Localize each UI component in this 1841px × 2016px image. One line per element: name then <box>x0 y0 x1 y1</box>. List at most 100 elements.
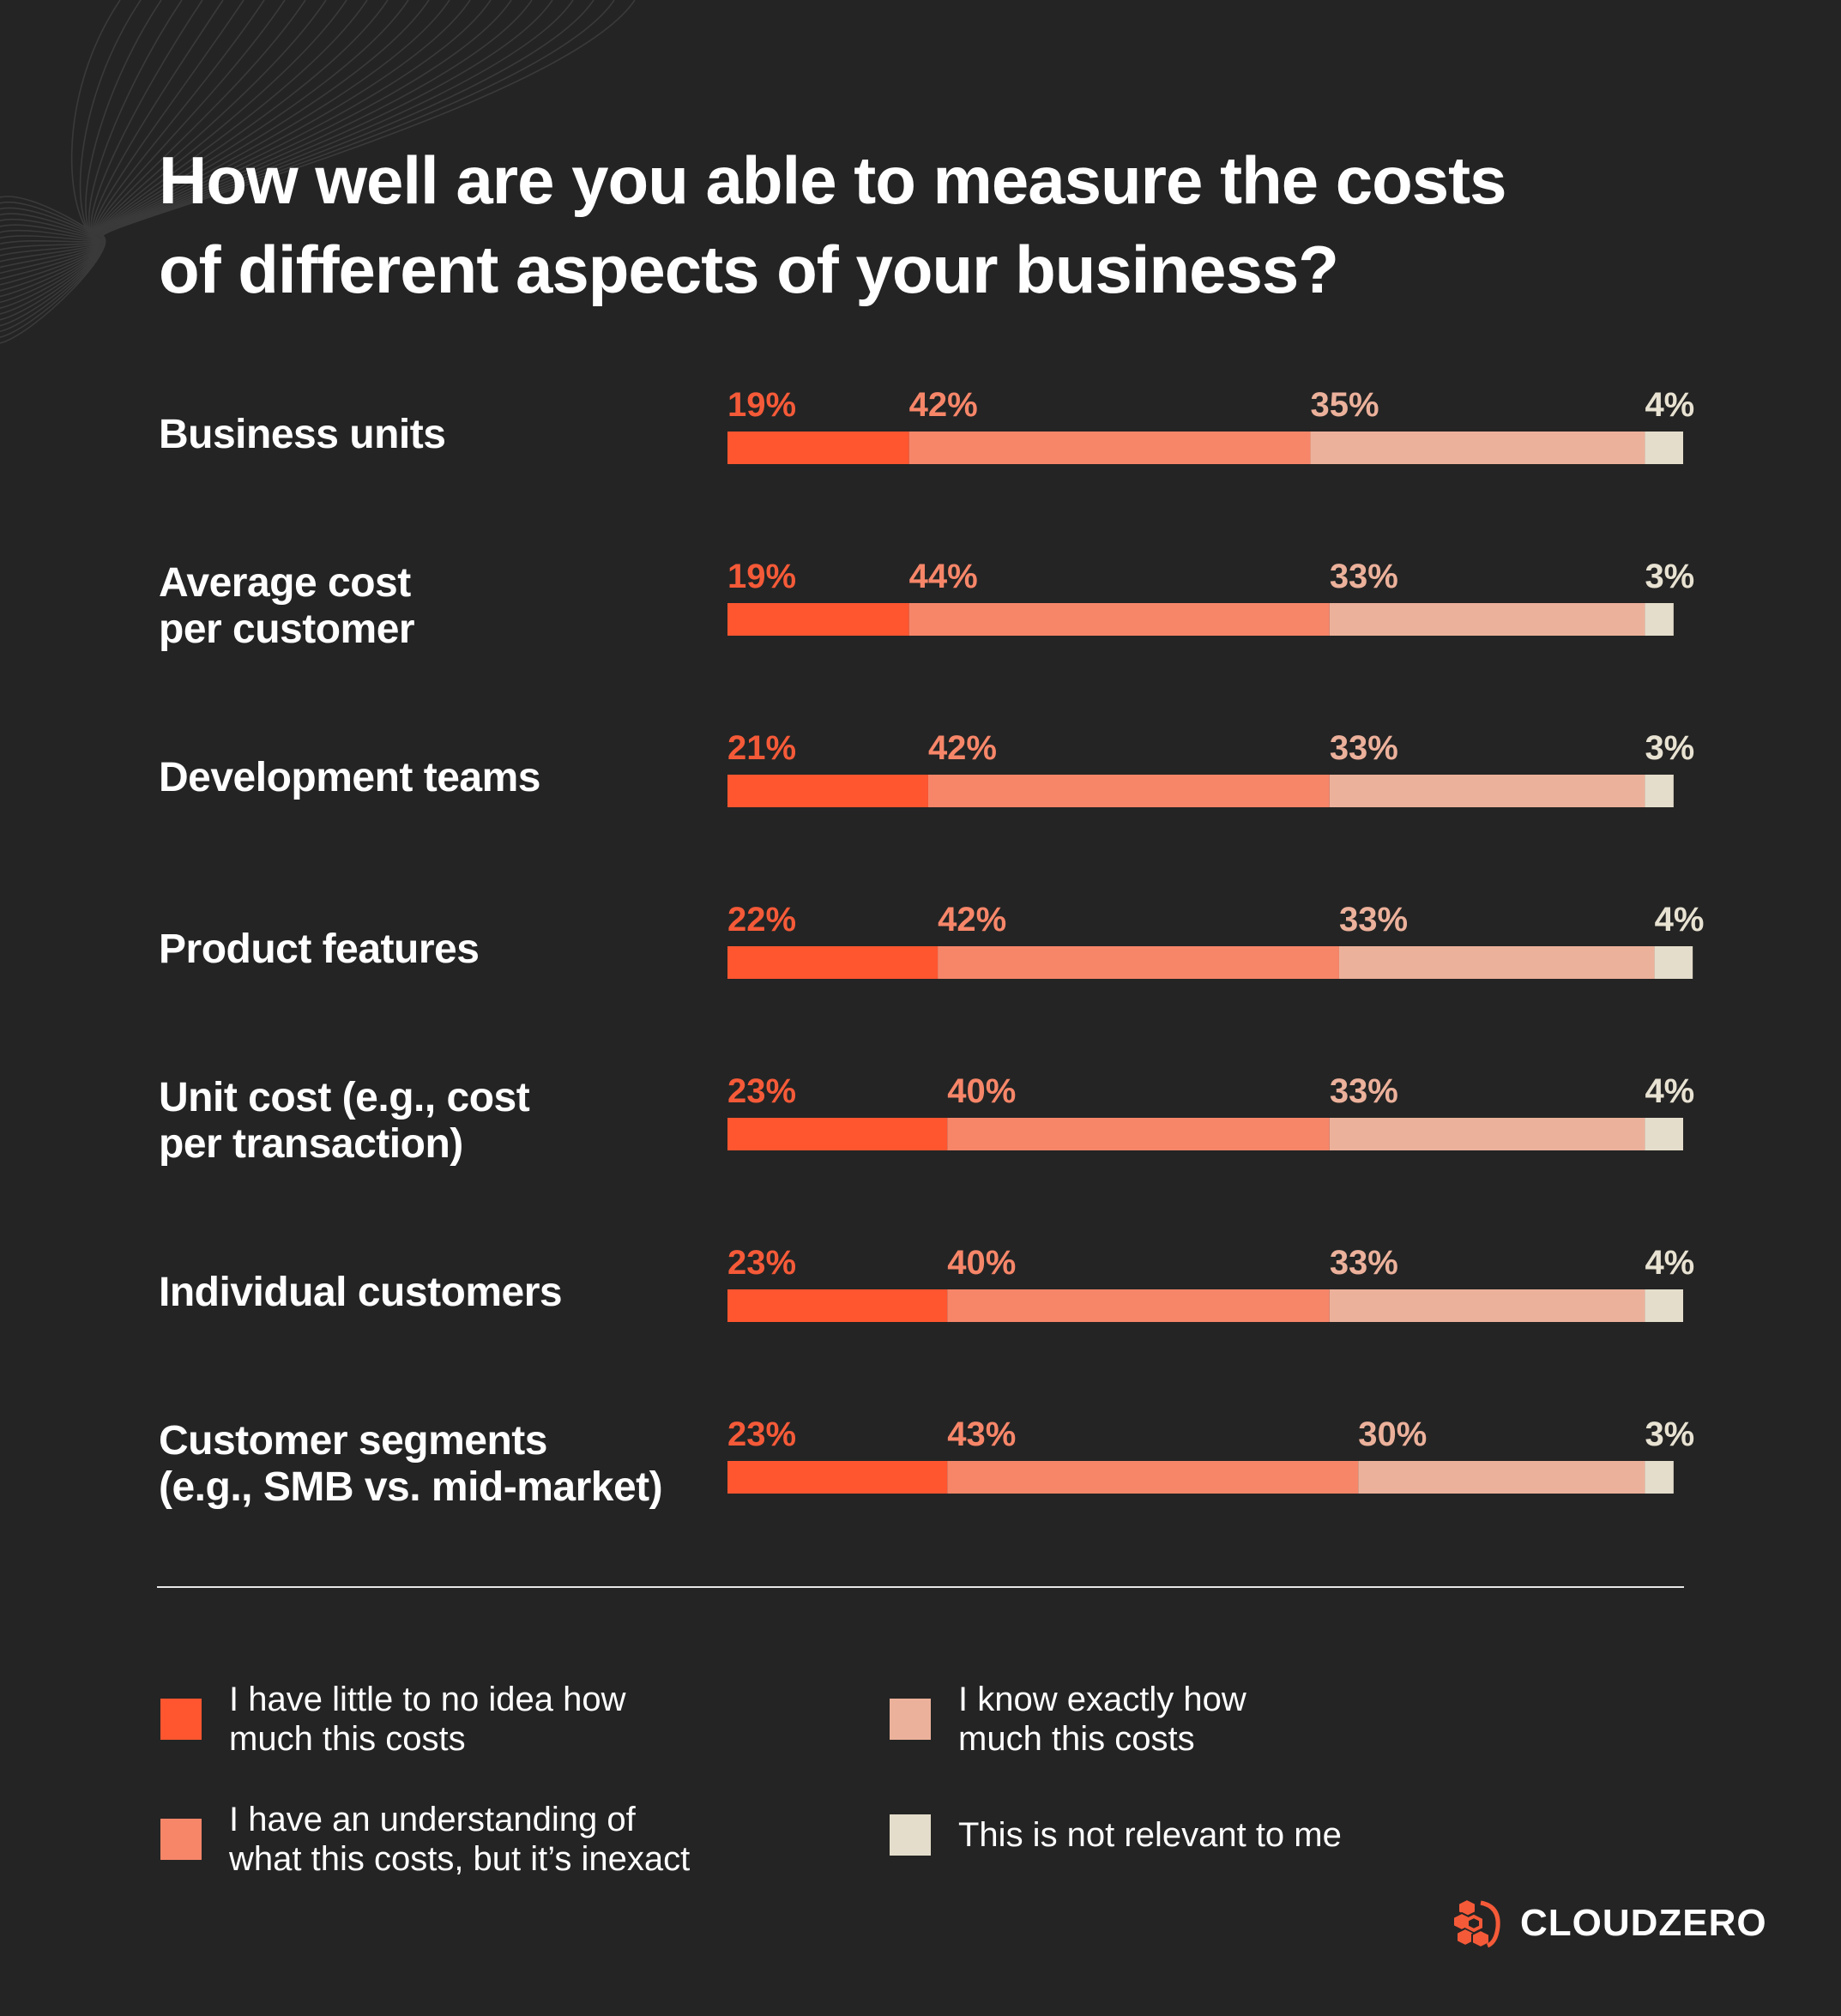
bar-segment <box>727 432 909 464</box>
wave-line <box>0 0 492 304</box>
legend-swatch <box>160 1699 202 1740</box>
legend-label: I have little to no idea how much this co… <box>229 1680 761 1759</box>
value-label: 21% <box>727 729 796 767</box>
category-label: Average cost per customer <box>159 560 716 653</box>
category-label-line: Individual customers <box>159 1270 563 1315</box>
wave-line <box>0 0 368 269</box>
bar-segment <box>927 775 1330 807</box>
bar-row: 23% 40% 33% 4% <box>727 1244 1694 1322</box>
value-label: 23% <box>727 1244 796 1282</box>
category-label-line: Customer segments <box>159 1418 547 1464</box>
bar-segment <box>1645 1461 1674 1494</box>
legend-swatch <box>160 1819 202 1860</box>
category-label-line: Average cost <box>159 560 411 606</box>
legend-label: I know exactly how much this costs <box>958 1680 1490 1759</box>
bar-segment <box>727 775 928 807</box>
category-label: Individual customers <box>159 1270 716 1316</box>
wave-line <box>0 0 265 242</box>
legend-label-line: I have little to no idea how <box>229 1681 626 1718</box>
value-label: 23% <box>727 1415 796 1453</box>
bar-segment <box>1338 946 1655 979</box>
wave-line <box>0 0 533 315</box>
category-label: Product features <box>159 927 716 973</box>
brand-name: CLOUDZERO <box>1520 1902 1767 1944</box>
category-label: Unit cost (e.g., cost per transaction) <box>159 1075 716 1168</box>
wave-line <box>0 0 615 338</box>
legend-label-line: what this costs, but it’s inexact <box>229 1840 691 1878</box>
brand-logo: CLOUDZERO <box>1450 1896 1767 1951</box>
value-label: 33% <box>1339 901 1408 939</box>
value-label: 22% <box>727 901 796 939</box>
bar-segment <box>727 1118 948 1150</box>
value-label: 4% <box>1655 901 1705 939</box>
bar-segment <box>1358 1461 1645 1494</box>
wave-line <box>0 0 636 344</box>
value-label: 19% <box>727 558 796 595</box>
wave-line <box>0 0 471 298</box>
legend-label-line: much this costs <box>958 1720 1195 1758</box>
value-label: 33% <box>1330 1244 1398 1282</box>
legend-label-line: I know exactly how <box>958 1681 1246 1718</box>
legend-label-line: much this costs <box>229 1720 466 1758</box>
bar-segment <box>947 1289 1330 1322</box>
bar-segment <box>1645 1118 1683 1150</box>
legend-swatch <box>890 1814 931 1856</box>
value-label: 43% <box>947 1415 1016 1453</box>
bar-segment <box>727 1461 948 1494</box>
bar-row: 23% 40% 33% 4% <box>727 1072 1694 1150</box>
wave-line <box>0 0 347 263</box>
wave-line <box>0 0 306 250</box>
title-line-2: of different aspects of your business? <box>159 232 1339 307</box>
wave-line <box>0 0 389 275</box>
wave-line <box>0 0 244 241</box>
bar-segment <box>727 603 909 636</box>
category-label-line: per customer <box>159 607 415 652</box>
bar-row: 21% 42% 33% 3% <box>727 729 1694 807</box>
bar-row: 23% 43% 30% 3% <box>727 1415 1694 1494</box>
value-label: 33% <box>1330 1072 1398 1110</box>
legend-item: I have little to no idea how much this co… <box>160 1680 761 1759</box>
category-label: Development teams <box>159 755 716 801</box>
value-label: 42% <box>928 729 997 767</box>
bar-segment <box>1654 946 1693 979</box>
value-label: 40% <box>947 1244 1016 1282</box>
category-label-line: Development teams <box>159 755 541 800</box>
wave-line <box>0 0 224 240</box>
chart-title: How well are you able to measure the cos… <box>159 136 1703 314</box>
bar-segment <box>727 1289 948 1322</box>
category-label-line: (e.g., SMB vs. mid-market) <box>159 1464 663 1510</box>
value-label: 35% <box>1311 386 1379 424</box>
legend-label: This is not relevant to me <box>958 1815 1490 1855</box>
bar-segment <box>947 1118 1330 1150</box>
category-label-line: per transaction) <box>159 1121 463 1167</box>
category-label-line: Business units <box>159 412 446 457</box>
legend-item: I have an understanding of what this cost… <box>160 1800 761 1879</box>
bar-segment <box>1645 1289 1683 1322</box>
wave-line <box>0 0 595 333</box>
wave-line <box>0 0 286 245</box>
title-line-1: How well are you able to measure the cos… <box>159 142 1507 218</box>
value-label: 33% <box>1330 729 1398 767</box>
value-label: 42% <box>909 386 978 424</box>
bar-row: 22% 42% 33% 4% <box>727 901 1704 979</box>
legend-label: I have an understanding of what this cost… <box>229 1800 761 1879</box>
bar-segment <box>1329 603 1645 636</box>
bar-segment <box>1329 775 1645 807</box>
bar-segment <box>947 1461 1359 1494</box>
bar-segment <box>1329 1289 1645 1322</box>
wave-line <box>0 0 553 321</box>
bar-segment <box>1645 603 1674 636</box>
bar-segment <box>908 432 1311 464</box>
legend-item: I know exactly how much this costs <box>890 1680 1490 1759</box>
value-label: 4% <box>1645 386 1694 424</box>
wave-line <box>0 0 574 327</box>
wave-line <box>0 0 512 309</box>
value-label: 42% <box>938 901 1006 939</box>
wave-line <box>0 0 409 280</box>
bar-segment <box>938 946 1339 979</box>
bar-segment <box>1645 432 1683 464</box>
legend-label-line: I have an understanding of <box>229 1801 636 1838</box>
value-label: 19% <box>727 386 796 424</box>
value-label: 4% <box>1645 1244 1694 1282</box>
category-label-line: Product features <box>159 927 480 972</box>
